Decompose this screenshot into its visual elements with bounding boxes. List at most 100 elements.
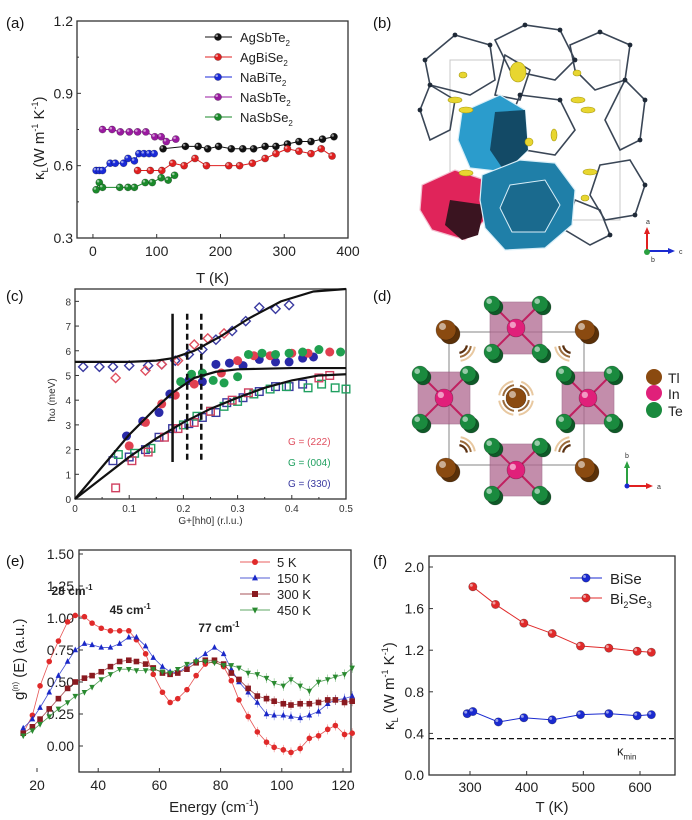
legend-marker-highlight bbox=[215, 114, 219, 117]
data-point-150k bbox=[126, 633, 132, 640]
data-point-agsbte-highlight bbox=[216, 143, 219, 147]
data-point-5k bbox=[167, 699, 173, 706]
data-point-150k bbox=[263, 710, 270, 717]
data-point-450k bbox=[29, 728, 36, 734]
data-point-agbise bbox=[146, 166, 155, 175]
te-atom-highlight bbox=[462, 368, 469, 375]
data-point-nabite-highlight bbox=[131, 158, 135, 161]
data-point-nasbse-highlight bbox=[99, 184, 103, 188]
data-point-150k bbox=[280, 711, 287, 718]
legend-label: 150 K bbox=[277, 571, 311, 586]
data-point bbox=[257, 348, 267, 358]
data-point-300k bbox=[271, 698, 277, 704]
data-point-nasbse-highlight bbox=[172, 172, 175, 176]
x-tick-label: 600 bbox=[628, 779, 652, 795]
data-point-agbise-highlight bbox=[147, 167, 151, 171]
data-point-nabite bbox=[111, 159, 120, 168]
data-point-150k bbox=[150, 654, 157, 660]
y-tick-label: 5 bbox=[65, 371, 71, 382]
data-point bbox=[108, 456, 118, 466]
data-point-150k bbox=[46, 688, 53, 695]
data-point-450k bbox=[228, 663, 235, 669]
data-point-agsbte-highlight bbox=[308, 139, 312, 142]
data-point-bise bbox=[519, 618, 529, 628]
data-point-450k bbox=[81, 690, 88, 696]
legend-marker bbox=[252, 559, 258, 565]
data-point bbox=[143, 447, 153, 457]
data-point-agsbte bbox=[238, 144, 247, 153]
data-point-agbise bbox=[235, 161, 244, 170]
data-point bbox=[233, 356, 243, 366]
x-tick-label: 0.5 bbox=[339, 504, 353, 515]
data-point-5k bbox=[142, 651, 149, 657]
y-tick-label: 4 bbox=[65, 396, 71, 407]
data-point-150k bbox=[315, 708, 322, 714]
rattling-vibration-arcs bbox=[459, 345, 571, 453]
legend-marker bbox=[581, 593, 591, 603]
tl-atom-center-highlight bbox=[509, 391, 516, 398]
x-tick-label: 300 bbox=[273, 243, 297, 259]
y-tick-label: 1.2 bbox=[405, 642, 425, 658]
tl-atom-highlight bbox=[439, 323, 446, 330]
data-point-5k bbox=[315, 732, 322, 739]
data-point-450k bbox=[315, 679, 322, 686]
data-point bbox=[283, 299, 295, 311]
data-point-nabite-highlight bbox=[125, 155, 129, 159]
data-point-bise bbox=[632, 711, 642, 721]
chart-a: 0 100 200 300 400 0.3 0.6 0.9 1.2 T (K) κL(W m-1 K… bbox=[30, 13, 360, 287]
data-point-bise bbox=[493, 717, 503, 727]
te-atom-highlight bbox=[606, 416, 612, 423]
crystal-structure-tlinte2: Tl In Te b a bbox=[411, 295, 683, 506]
data-point-nasbse-highlight bbox=[158, 175, 162, 178]
data-point bbox=[139, 364, 152, 377]
y-axis-label: ħω (meV) bbox=[47, 378, 58, 421]
vibration-arc bbox=[459, 345, 472, 358]
data-point-agsbte-highlight bbox=[331, 134, 334, 137]
data-point-agbise bbox=[307, 149, 315, 158]
te-atom-highlight bbox=[534, 298, 540, 305]
chart-f: 300 400 500 600 0.0 0.4 0.8 1.2 1.6 2.0 T (K) κL (W… bbox=[380, 555, 676, 816]
data-point-bise bbox=[646, 647, 656, 657]
data-point-5k bbox=[107, 628, 114, 634]
data-point-bise bbox=[646, 710, 656, 720]
data-point-agbise bbox=[261, 154, 270, 163]
data-point bbox=[187, 369, 197, 379]
data-point bbox=[224, 358, 234, 368]
x-tick-label: 200 bbox=[209, 243, 233, 259]
data-point-nasbse bbox=[164, 176, 173, 185]
data-point-agbise-highlight bbox=[249, 160, 253, 164]
legend-marker-highlight bbox=[215, 34, 219, 38]
vibration-arc bbox=[498, 380, 514, 396]
data-point bbox=[77, 361, 89, 373]
x-tick-label: 80 bbox=[213, 777, 229, 793]
data-point-nabite bbox=[130, 156, 139, 165]
data-point-nasbte-highlight bbox=[126, 129, 130, 132]
data-point-agsbte bbox=[181, 142, 190, 151]
in-atom-highlight bbox=[509, 463, 516, 470]
data-point-bise-highlight bbox=[520, 714, 524, 718]
data-point-agbise bbox=[317, 144, 326, 153]
data-point-bise-highlight bbox=[549, 630, 553, 634]
data-point-450k bbox=[174, 666, 181, 673]
data-point-bise bbox=[468, 707, 478, 717]
data-point bbox=[93, 361, 105, 373]
in-atom bbox=[506, 318, 526, 338]
te-atom bbox=[411, 413, 429, 431]
axis-label-b: b bbox=[651, 257, 655, 264]
data-point-nabite-highlight bbox=[112, 160, 116, 164]
data-point-nasbte-highlight bbox=[163, 139, 167, 142]
data-point-nabite bbox=[98, 166, 107, 175]
data-point-5k bbox=[150, 671, 157, 678]
data-point bbox=[243, 349, 253, 359]
data-point-5k bbox=[288, 749, 294, 756]
vibration-arc bbox=[519, 384, 530, 397]
data-point-300k bbox=[81, 675, 88, 681]
legend-label: 450 K bbox=[277, 603, 311, 618]
data-point bbox=[303, 383, 313, 393]
y-tick-label: 0.4 bbox=[405, 725, 425, 741]
data-point-agbise-highlight bbox=[308, 151, 312, 154]
data-point-450k bbox=[150, 666, 157, 673]
data-point-nasbse bbox=[148, 178, 157, 187]
data-point-450k bbox=[167, 670, 173, 677]
legend-marker-highlight bbox=[215, 74, 219, 77]
